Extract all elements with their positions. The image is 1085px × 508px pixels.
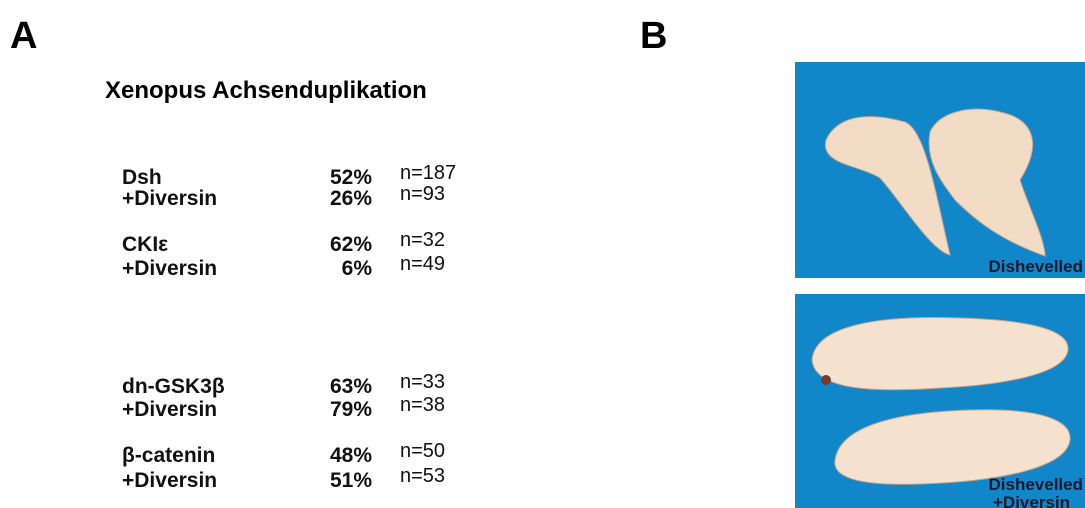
image-caption: Dishevelled [989, 475, 1084, 494]
panel-label: A [10, 15, 37, 57]
image-1 [795, 62, 1085, 278]
row-percent: 79% [330, 398, 372, 421]
image-caption: Dishevelled [989, 257, 1084, 276]
embryo [811, 317, 1069, 391]
row-label: +Diversin [122, 187, 217, 210]
row-percent: 26% [330, 187, 372, 210]
embryo [928, 108, 1046, 257]
embryo-spot [821, 375, 831, 385]
image-2 [795, 294, 1085, 508]
row-label: Dsh [122, 166, 162, 189]
row-label: +Diversin [122, 257, 217, 280]
row-percent: 48% [330, 444, 372, 467]
embryo [825, 116, 951, 256]
row-label: +Diversin [122, 469, 217, 492]
row-n: n=38 [400, 394, 445, 416]
row-percent: 63% [330, 375, 372, 398]
row-percent: 6% [342, 257, 373, 280]
row-percent: 62% [330, 233, 372, 256]
row-n: n=32 [400, 229, 445, 251]
row-label: CKIε [122, 233, 168, 256]
row-label: β-catenin [122, 444, 215, 467]
panel-label: B [640, 15, 667, 57]
row-percent: 52% [330, 166, 372, 189]
image-caption: +Diversin [993, 493, 1070, 508]
embryo [834, 409, 1071, 485]
row-n: n=53 [400, 465, 445, 487]
row-n: n=187 [400, 162, 456, 184]
row-n: n=50 [400, 440, 445, 462]
row-label: dn-GSK3β [122, 375, 225, 398]
row-percent: 51% [330, 469, 372, 492]
row-n: n=49 [400, 253, 445, 275]
table-title: Xenopus Achsenduplikation [105, 77, 427, 104]
row-n: n=33 [400, 371, 445, 393]
row-label: +Diversin [122, 398, 217, 421]
row-n: n=93 [400, 183, 445, 205]
